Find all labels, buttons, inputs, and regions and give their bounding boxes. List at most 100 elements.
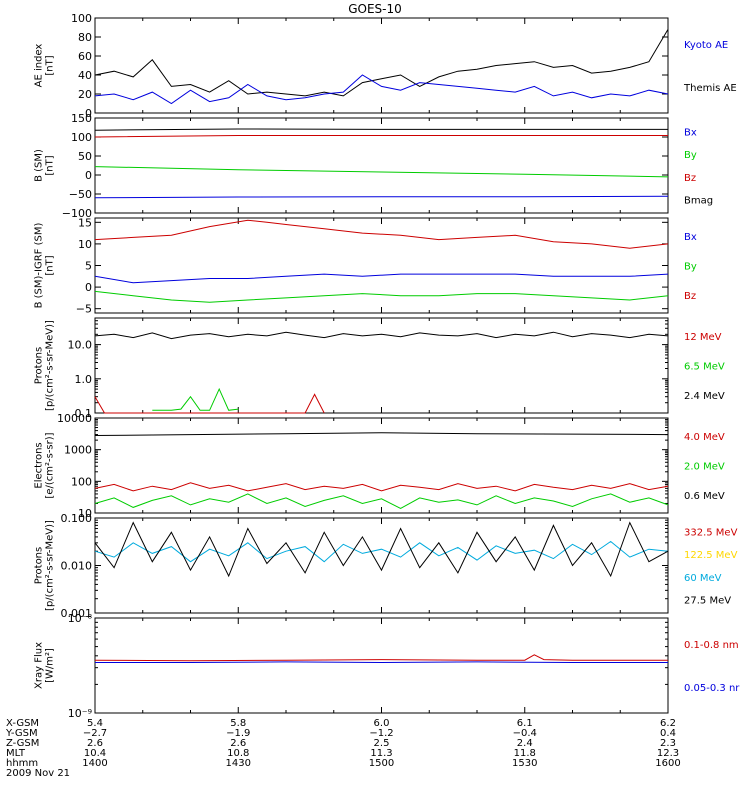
series-line-12-mev [94, 393, 325, 414]
x-axis-value: −1.2 [369, 728, 393, 739]
legend-2-4-mev: 2.4 MeV [684, 391, 725, 402]
legend-332-5-mev: 332.5 MeV [684, 528, 738, 539]
x-axis-value: 2.3 [660, 738, 676, 749]
legend-0-6-mev: 0.6 MeV [684, 491, 725, 502]
y-tick-label: 10 [78, 507, 92, 520]
x-axis-value: 6.0 [374, 718, 390, 729]
x-axis-value: 10.4 [84, 748, 106, 759]
legend-themis-ae: Themis AE [683, 83, 737, 94]
x-axis-value: 6.2 [660, 718, 676, 729]
x-axis-value: 12.3 [657, 748, 679, 759]
x-row-label: MLT [6, 748, 26, 759]
y-axis-label: Protons[p/(cm²-s-sr-MeV)] [34, 520, 56, 611]
y-tick-label: 100 [71, 475, 92, 488]
y-axis-label-line: B (SM)-IGRF (SM) [34, 223, 45, 309]
y-tick-label: 100 [71, 12, 92, 25]
figure-title: GOES-10 [348, 2, 402, 16]
x-axis-value: 11.8 [514, 748, 536, 759]
y-tick-label: 1.0 [75, 373, 93, 386]
panel-frame [94, 617, 669, 714]
x-row-label: hhmm [6, 758, 38, 769]
x-axis-value: 1400 [82, 758, 107, 769]
y-tick-label: 150 [71, 112, 92, 125]
panel-frame [94, 517, 669, 614]
y-axis-label-line: [p/(cm²-s-sr-MeV)] [45, 520, 56, 611]
x-axis-value: 2.4 [517, 738, 533, 749]
x-axis-value: 1600 [655, 758, 680, 769]
legend-by: By [684, 262, 697, 273]
y-tick-label: −50 [69, 188, 92, 201]
series-line-bx [94, 273, 669, 284]
panel-protons2: 0.001 0.010 0.100 Protons[p/(cm²-s-sr-MeV)]… [34, 512, 738, 620]
x-axis-value: 5.8 [230, 718, 246, 729]
y-tick-label: 0.001 [61, 607, 93, 620]
x-axis-value: 2.6 [87, 738, 103, 749]
x-axis-value: 1500 [369, 758, 394, 769]
y-axis-label: AE index[nT] [34, 44, 56, 88]
series-line-6-5-mev [152, 387, 239, 411]
y-axis-label-line: Xray Flux [34, 642, 45, 689]
panel-ae: 0 20 40 60 80 100 AE index[nT] Kyoto AE Themis A… [34, 12, 737, 120]
y-axis-label-line: [W/m²] [45, 648, 56, 683]
y-axis-label-line: Protons [34, 547, 45, 584]
y-tick-label: 5 [85, 260, 92, 273]
series-line-bz [94, 135, 668, 138]
x-axis-value: 11.3 [370, 748, 392, 759]
x-axis-value: 1530 [512, 758, 537, 769]
x-row-label: Y-GSM [5, 728, 38, 739]
x-axis-value: 1430 [226, 758, 251, 769]
panel-bigrf: −5 0 5 10 15 B (SM)-IGRF (SM)[nT] Bx By Bz [34, 216, 697, 315]
y-axis-label-line: B (SM) [34, 149, 45, 182]
series-line-by [94, 166, 669, 178]
legend-122-5-mev: 122.5 MeV [684, 550, 738, 561]
y-tick-label: 10⁻⁹ [68, 707, 92, 720]
y-tick-label: 10⁻⁸ [68, 612, 93, 625]
y-axis-label-line: Electrons [34, 442, 45, 488]
y-axis-label: B (SM)[nT] [34, 149, 56, 182]
x-axis-value: 10.8 [227, 748, 249, 759]
series-line-60-mev [94, 540, 669, 563]
y-tick-label: 50 [78, 150, 92, 163]
y-axis-label-line: [nT] [45, 55, 56, 75]
panel-bsm: −100 −50 0 50 100 150 B (SM)[nT] Bx By Bz Bmag [34, 112, 714, 220]
series-line-bx [94, 195, 669, 199]
x-axis-value: 2.5 [374, 738, 390, 749]
y-tick-label: 40 [78, 69, 92, 82]
x-axis-value: 5.4 [87, 718, 103, 729]
legend-bx: Bx [684, 232, 697, 243]
panel-frame [94, 217, 669, 314]
legend-0-1-0-8-nm: 0.1-0.8 nm [684, 640, 739, 651]
y-axis-label-line: [nT] [45, 155, 56, 175]
x-axis-value: −0.4 [513, 728, 537, 739]
y-tick-label: −5 [76, 303, 92, 316]
y-tick-label: 60 [78, 50, 92, 63]
series-line-0-6-mev [94, 432, 669, 436]
series-line-bmag [94, 128, 668, 131]
x-axis-value: −2.7 [83, 728, 107, 739]
y-tick-label: 0 [85, 281, 92, 294]
series-line-by [94, 290, 669, 303]
x-axis-value: −1.9 [226, 728, 250, 739]
x-axis-value: 0.4 [660, 728, 676, 739]
series-line-27-5-mev [94, 521, 669, 578]
series-line-themis-ae [94, 29, 669, 97]
legend-by: By [684, 150, 697, 161]
y-axis-label-line: [e/(cm²-s-sr)] [45, 432, 56, 498]
panel-frame [94, 117, 669, 214]
x-axis-value: 2.6 [230, 738, 246, 749]
y-tick-label: 15 [78, 216, 92, 229]
y-tick-label: 10.0 [68, 339, 93, 352]
series-line-bz [94, 219, 669, 249]
y-tick-label: 0.1 [75, 407, 93, 420]
y-tick-label: 0 [85, 169, 92, 182]
panel-protons1: 0.1 1.0 10.0 Protons[p/(cm²-s-sr-MeV)] 12 Me… [34, 317, 725, 420]
y-tick-label: −100 [62, 207, 92, 220]
legend-0-05-0-3-nr: 0.05-0.3 nr [684, 683, 740, 694]
legend-bz: Bz [684, 291, 696, 302]
y-axis-label-line: [nT] [45, 255, 56, 275]
legend-bmag: Bmag [684, 195, 713, 206]
series-line-2-0-mev [94, 493, 669, 509]
y-axis-label: Electrons[e/(cm²-s-sr)] [34, 432, 56, 498]
